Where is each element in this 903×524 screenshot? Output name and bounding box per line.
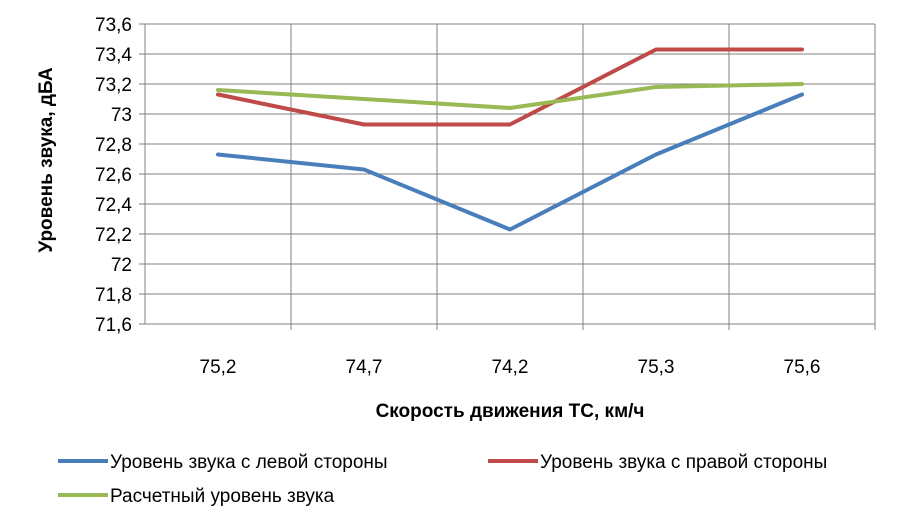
- axes: [139, 23, 875, 325]
- y-tick-label: 73,4: [95, 45, 132, 66]
- y-tick-label: 72: [111, 255, 132, 276]
- series-lines: [216, 47, 804, 232]
- y-tick-label: 72,6: [95, 165, 132, 186]
- x-tick-label: 74,2: [492, 357, 529, 378]
- gridlines: [144, 23, 876, 330]
- series-line-3: [216, 82, 804, 110]
- y-tick-label: 71,6: [95, 315, 132, 336]
- y-tick-label: 73,6: [95, 15, 132, 36]
- y-tick-label: 73: [111, 105, 132, 126]
- x-tick-label: 75,6: [784, 357, 821, 378]
- y-tick-label: 72,4: [95, 195, 132, 216]
- x-tick-label: 75,2: [200, 357, 237, 378]
- y-tick-label: 72,8: [95, 135, 132, 156]
- y-tick-labels: 71,6 71,8 72 72,2 72,4 72,6 72,8 73 73,2 73,4 73,6: [95, 15, 132, 336]
- y-tick-label: 72,2: [95, 225, 132, 246]
- legend-label: Уровень звука с левой стороны: [110, 452, 388, 473]
- series-line-1: [216, 92, 804, 232]
- x-tick-label: 75,3: [638, 357, 675, 378]
- x-tick-labels: 75,2 74,7 74,2 75,3 75,6: [200, 357, 821, 378]
- legend-label: Расчетный уровень звука: [110, 486, 335, 507]
- y-tick-label: 73,2: [95, 75, 132, 96]
- y-tick-label: 71,8: [95, 285, 132, 306]
- x-axis-title: Скорость движения ТС, км/ч: [376, 401, 645, 422]
- x-tick-label: 74,7: [346, 357, 383, 378]
- legend-label: Уровень звука с правой стороны: [540, 452, 827, 473]
- y-axis-title: Уровень звука, дБА: [36, 67, 57, 253]
- legend: Уровень звука с левой стороны Уровень зву…: [58, 452, 827, 507]
